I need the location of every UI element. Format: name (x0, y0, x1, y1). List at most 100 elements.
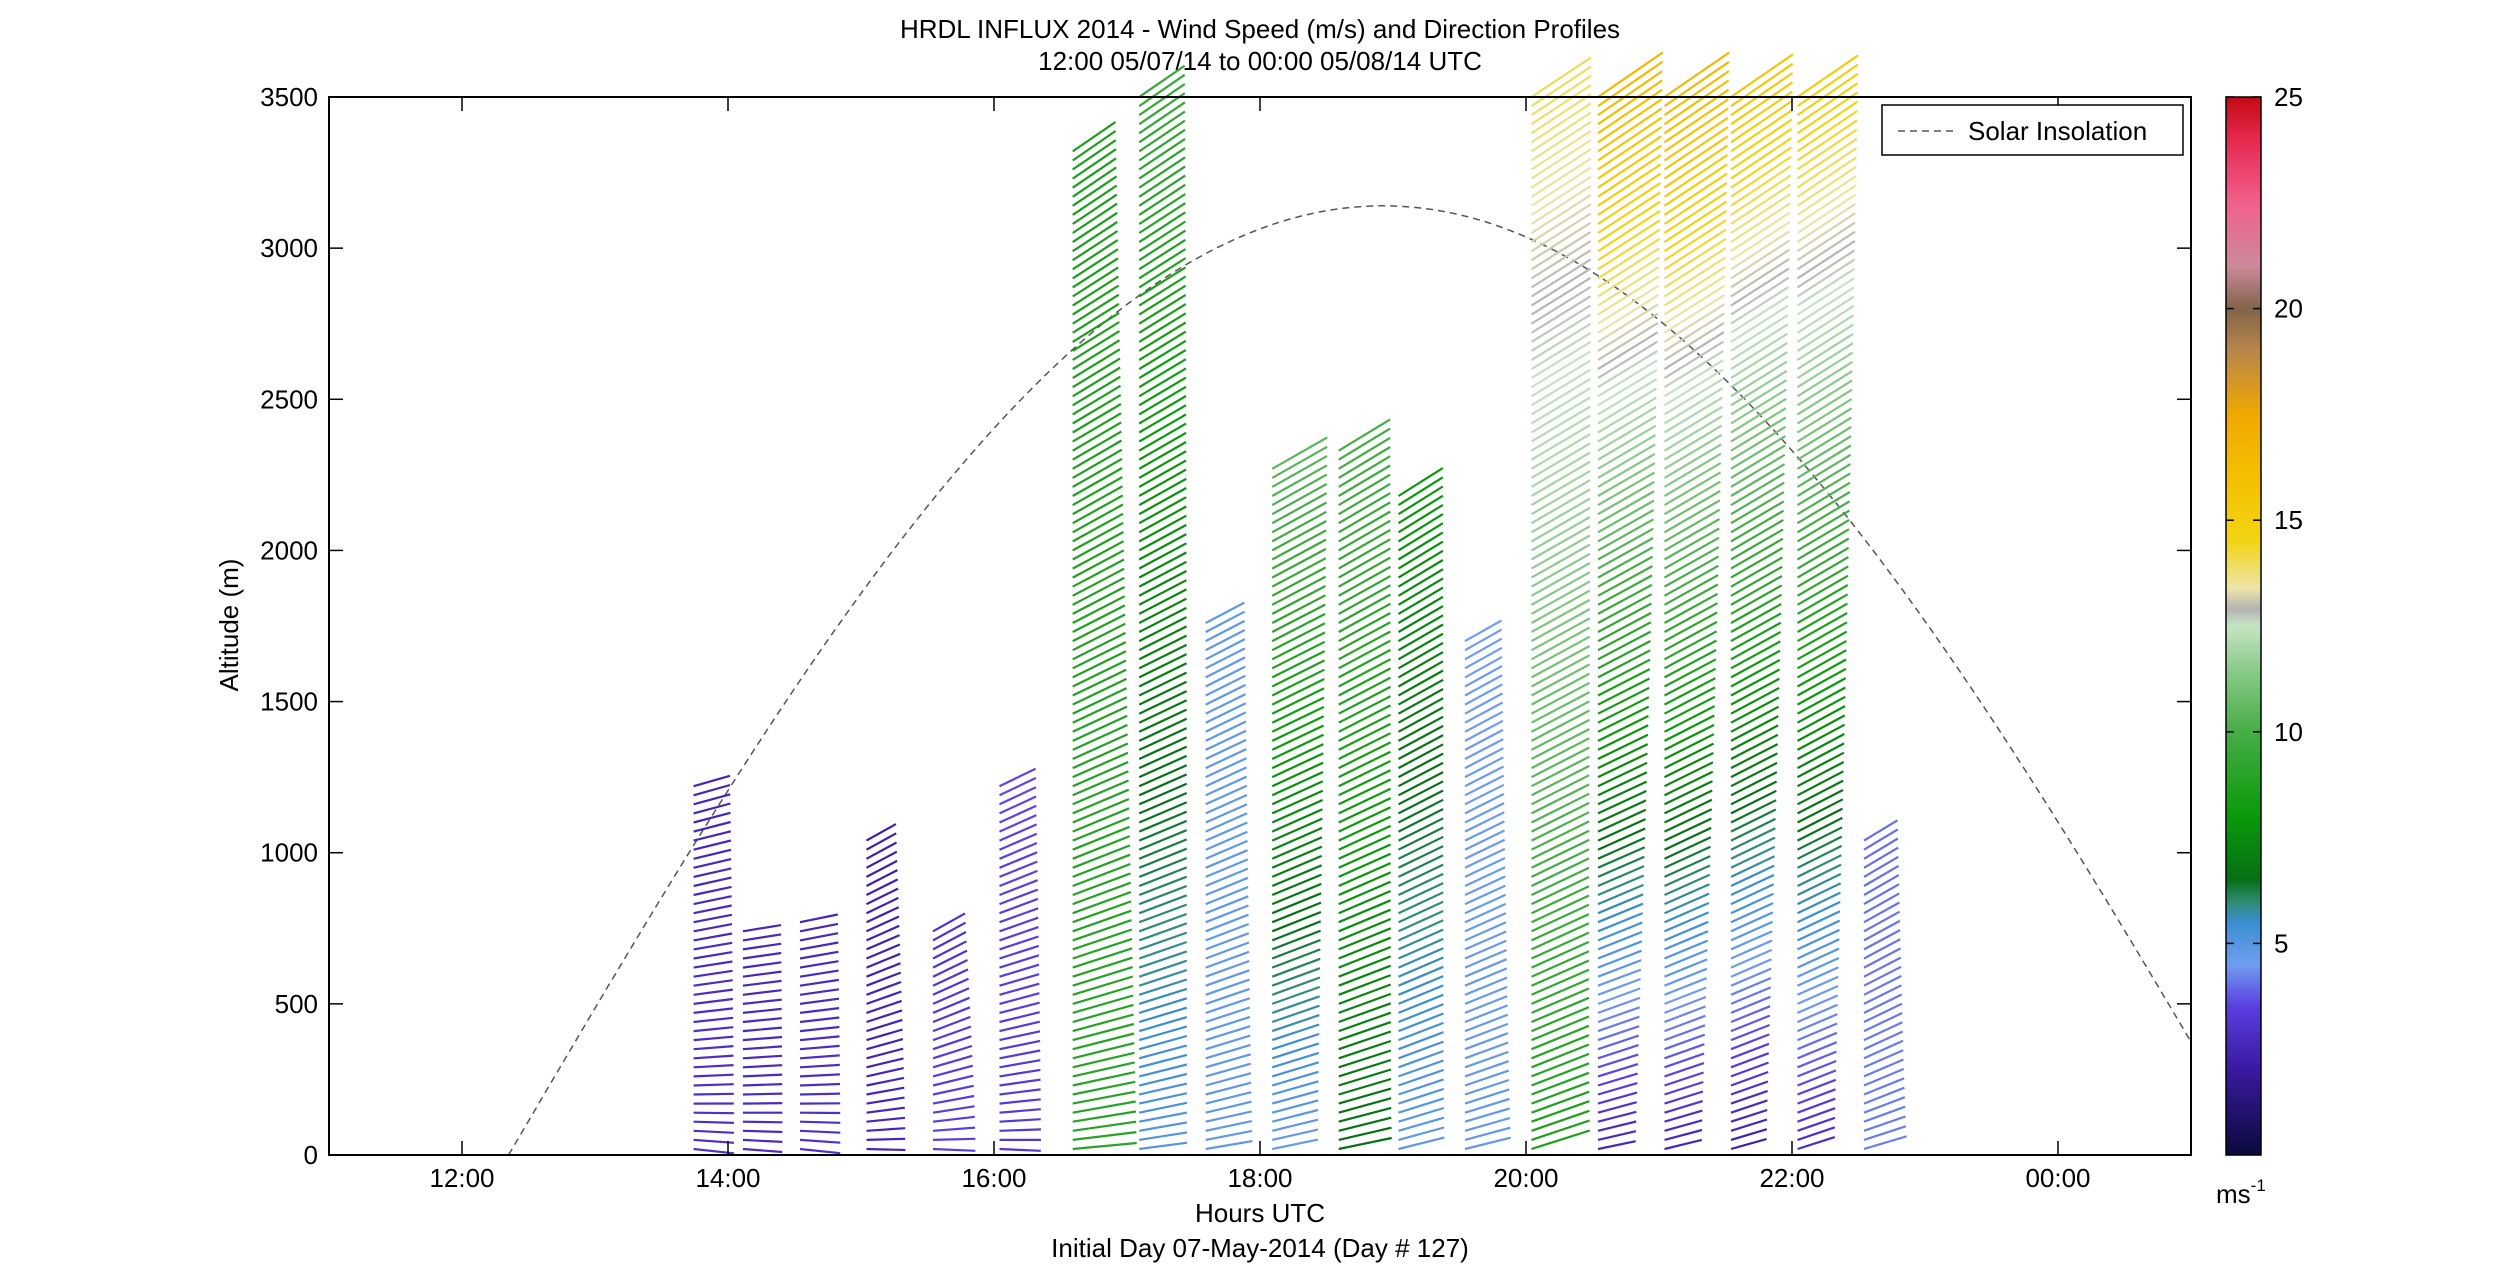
wind-barb (1138, 1006, 1188, 1024)
wind-barb (1530, 663, 1591, 697)
wind-barb (1663, 228, 1727, 271)
wind-barb (1664, 1005, 1706, 1024)
wind-barb (1138, 708, 1188, 733)
wind-barb (866, 1067, 904, 1078)
wind-barb (999, 832, 1038, 851)
wind-barb (1205, 601, 1245, 624)
wind-barb (1597, 452, 1656, 488)
wind-barb (742, 1147, 783, 1154)
wind-barb (1597, 771, 1648, 797)
wind-barb (1664, 911, 1710, 933)
wind-barb (1664, 892, 1710, 915)
wind-barb (932, 996, 970, 1014)
y-axis-ticks: 0 500 1000 1500 2000 2500 3000 3500 (260, 82, 2191, 1170)
wind-barb (1530, 414, 1591, 452)
wind-barb (1464, 967, 1508, 987)
wind-profile (1863, 819, 1907, 1151)
wind-barb (1664, 780, 1713, 806)
wind-barb (693, 1073, 734, 1078)
wind-barb (1530, 74, 1592, 117)
wind-barb (693, 811, 731, 824)
wind-barb (1271, 640, 1326, 670)
wind-barb (1664, 723, 1715, 751)
wind-barb (1398, 1078, 1444, 1096)
wind-barb (1663, 658, 1717, 688)
wind-barb (1138, 699, 1188, 724)
wind-barb (1597, 565, 1653, 597)
wind-barb (1863, 984, 1902, 1005)
wind-barb (1863, 1002, 1903, 1023)
wind-barb (1530, 479, 1591, 516)
wind-barb (1338, 464, 1391, 497)
colorbar-ticks: 5 10 15 20 25 (2226, 82, 2303, 958)
wind-barb (1138, 321, 1187, 352)
wind-barb (1796, 137, 1858, 180)
wind-barb (693, 997, 734, 1005)
wind-barb (1531, 959, 1590, 987)
wind-barb (1797, 966, 1839, 987)
wind-barb (1863, 947, 1902, 969)
wind-barb (1338, 889, 1392, 915)
wind-barb (1138, 293, 1187, 325)
wind-barb (1138, 505, 1187, 534)
wind-barb (866, 999, 903, 1014)
wind-profile (865, 823, 906, 1152)
wind-barb (1338, 741, 1391, 770)
wind-barb (1464, 692, 1504, 715)
wind-barb (1464, 875, 1506, 896)
wind-barb (1730, 304, 1789, 343)
wind-barb (1530, 166, 1592, 207)
wind-barb (1072, 1100, 1136, 1114)
y-axis-label: Altitude (m) (214, 559, 244, 692)
wind-barb (1796, 342, 1854, 380)
wind-barb (1863, 1125, 1907, 1141)
wind-barb (1138, 773, 1188, 797)
wind-barb (1663, 321, 1725, 361)
wind-barb (1397, 724, 1444, 751)
wind-barb (1730, 958, 1772, 978)
wind-barb (742, 1054, 783, 1060)
wind-barb (1796, 193, 1857, 234)
wind-barb (932, 1035, 972, 1051)
wind-barb (932, 1137, 976, 1141)
wind-barb (1597, 949, 1642, 969)
wind-barb (1271, 826, 1323, 851)
wind-barb (1796, 295, 1855, 334)
wind-barb (693, 839, 732, 851)
wind-barb (1338, 446, 1391, 479)
wind-barb (1730, 1128, 1768, 1141)
wind-barb (1138, 736, 1188, 761)
wind-barb (1664, 770, 1714, 797)
wind-barb (1397, 586, 1444, 615)
wind-barb (1138, 978, 1188, 996)
wind-barb (1597, 724, 1649, 751)
wind-barb (1138, 959, 1188, 978)
wind-barb (1663, 340, 1725, 380)
wind-barb (1796, 733, 1845, 760)
wind-barb (1138, 128, 1186, 162)
x-axis-sublabel: Initial Day 07-May-2014 (Day # 127) (1051, 1233, 1469, 1263)
wind-barb (1664, 1024, 1706, 1042)
wind-barb (866, 1076, 905, 1087)
wind-barb (1796, 314, 1854, 352)
wind-barb (1072, 166, 1117, 198)
wind-barb (1072, 576, 1125, 606)
legend-entry-solar: Solar Insolation (1968, 116, 2147, 146)
wind-barb (1796, 472, 1851, 507)
wind-barb (1138, 202, 1186, 234)
wind-barb (1597, 968, 1642, 987)
wind-barb (1271, 864, 1323, 888)
wind-barb (1730, 397, 1787, 434)
wind-barb (799, 1063, 840, 1069)
wind-barb (1664, 1080, 1704, 1096)
wind-barb (999, 786, 1037, 806)
wind-barb (1205, 1053, 1252, 1069)
wind-barb (1796, 695, 1846, 724)
wind-barb (1531, 857, 1590, 887)
wind-barb (1796, 54, 1859, 98)
wind-barb (1138, 533, 1187, 561)
wind-barb (1530, 212, 1592, 253)
wind-barb (1398, 891, 1444, 915)
wind-barb (1663, 144, 1729, 189)
wind-barb (1664, 808, 1713, 833)
